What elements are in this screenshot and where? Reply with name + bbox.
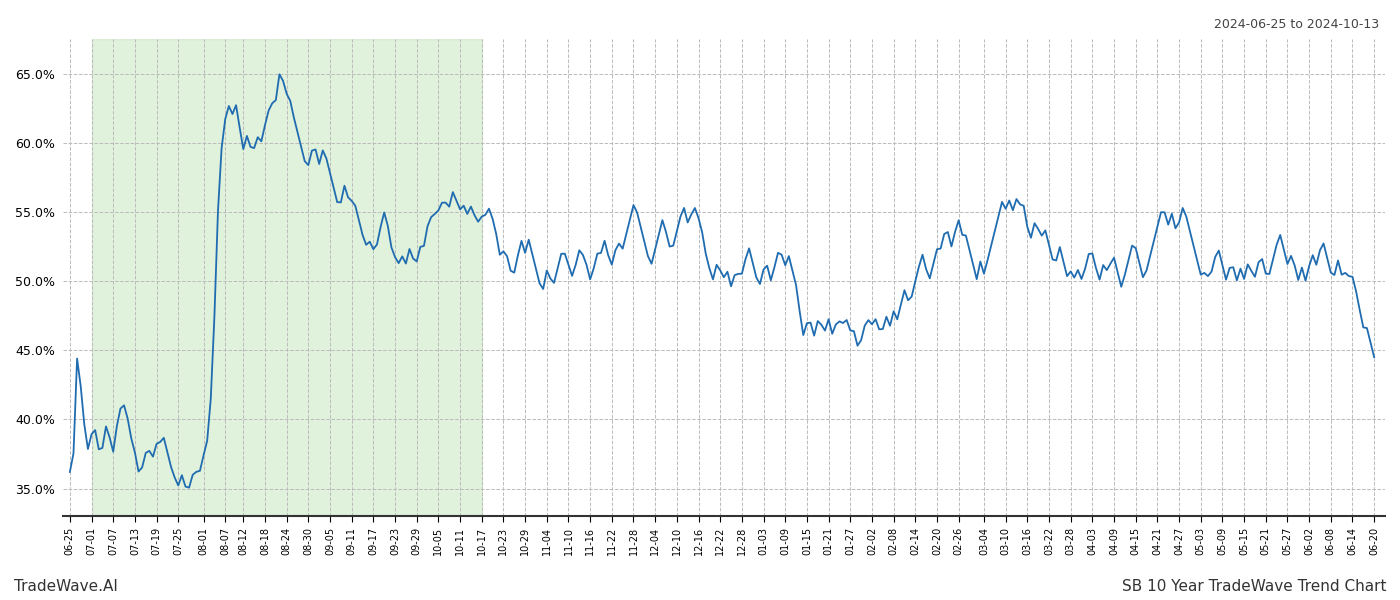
Text: 2024-06-25 to 2024-10-13: 2024-06-25 to 2024-10-13 xyxy=(1214,18,1379,31)
Text: SB 10 Year TradeWave Trend Chart: SB 10 Year TradeWave Trend Chart xyxy=(1121,579,1386,594)
Bar xyxy=(91,39,482,516)
Text: TradeWave.AI: TradeWave.AI xyxy=(14,579,118,594)
